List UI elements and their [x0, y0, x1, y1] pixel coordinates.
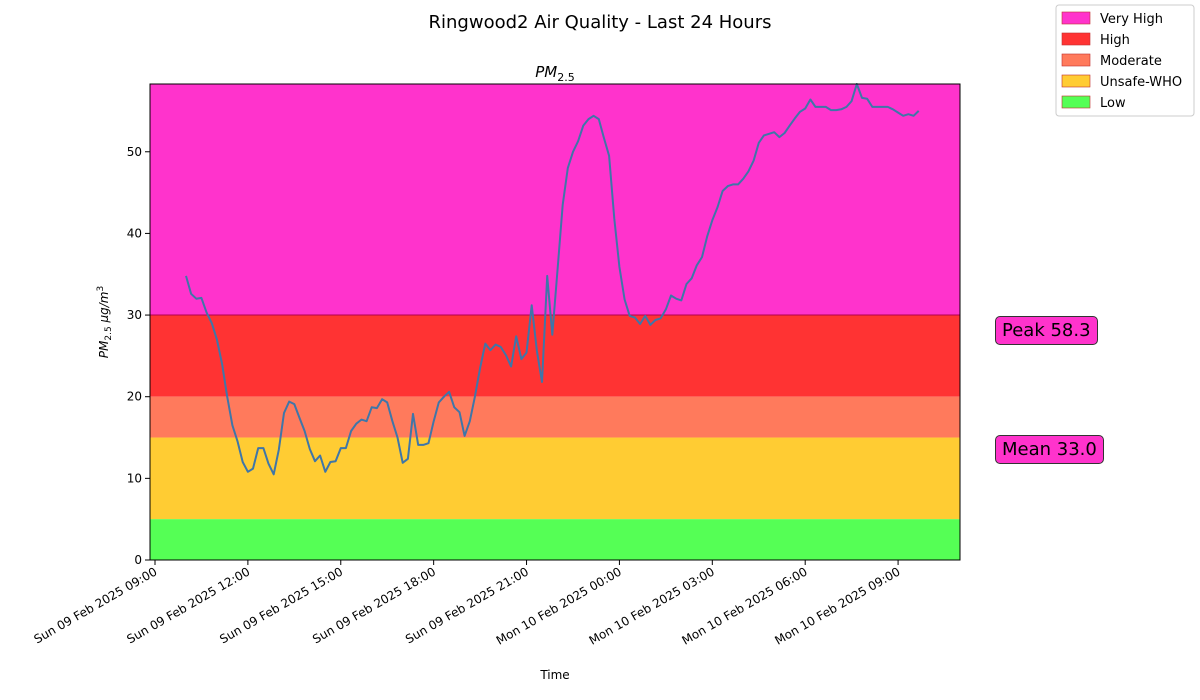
- legend: Very High High Moderate Unsafe-WHO Low: [1055, 4, 1195, 117]
- y-tick-label: 20: [127, 390, 142, 404]
- y-tick-label: 10: [127, 471, 142, 485]
- legend-swatch: [1061, 53, 1091, 67]
- legend-entry: Low: [1100, 96, 1126, 111]
- legend-entry: Unsafe-WHO: [1100, 75, 1182, 90]
- mean-annotation: Mean 33.0: [995, 435, 1104, 464]
- x-axis-label: Time: [539, 668, 569, 682]
- y-tick-label: 30: [127, 308, 142, 322]
- legend-entry: High: [1100, 33, 1130, 48]
- y-axis-label: PM2.5 µg/m3: [96, 286, 114, 358]
- legend-swatch: [1061, 95, 1091, 109]
- peak-annotation: Peak 58.3: [995, 316, 1098, 345]
- band-moderate: [150, 396, 960, 438]
- axes-title: PM2.5: [535, 63, 575, 84]
- band-unsafe-who: [150, 437, 960, 520]
- y-tick-label: 50: [127, 145, 142, 159]
- aqi-bands: [150, 84, 960, 560]
- y-tick-label: 40: [127, 226, 142, 240]
- legend-swatch: [1061, 74, 1091, 88]
- legend-entry: Moderate: [1100, 54, 1162, 69]
- legend-swatch: [1061, 11, 1091, 25]
- legend-frame: [1055, 4, 1195, 117]
- band-high: [150, 315, 960, 397]
- band-low: [150, 519, 960, 560]
- band-very-high: [150, 84, 960, 316]
- chart-title: Ringwood2 Air Quality - Last 24 Hours: [429, 12, 772, 33]
- y-tick-label: 0: [134, 553, 142, 567]
- y-axis-ticks: 0 10 20 30 40 50: [127, 145, 150, 567]
- legend-entry: Very High: [1100, 12, 1163, 27]
- legend-swatch: [1061, 32, 1091, 46]
- pm25-series-line: [185, 83, 920, 476]
- plot-frame: [149, 83, 961, 561]
